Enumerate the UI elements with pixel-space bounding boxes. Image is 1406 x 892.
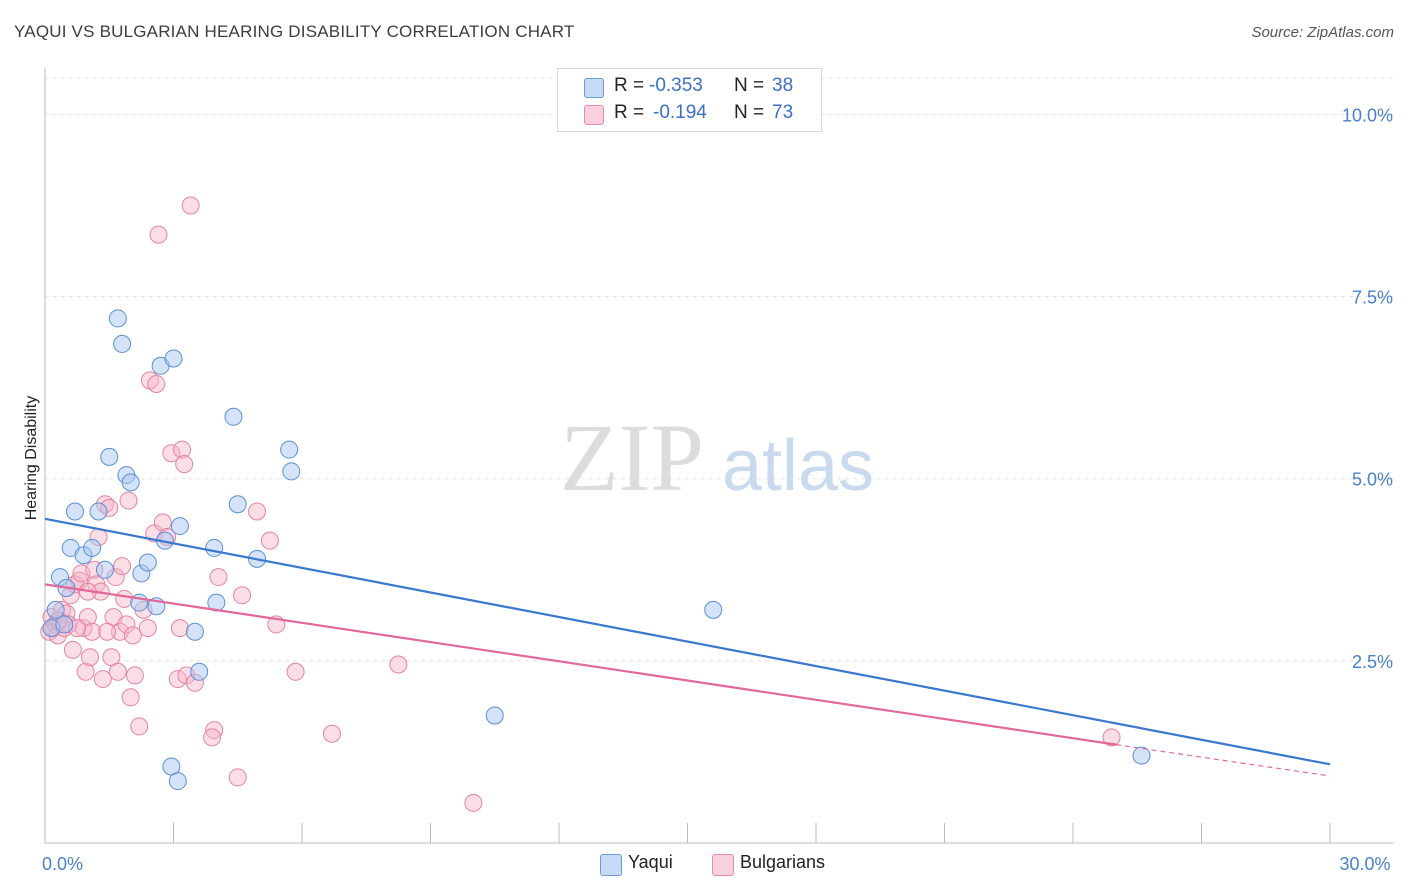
bulgarians-point [78, 608, 97, 627]
tick-labels: 2.5% 5.0% 7.5% 10.0% 0.0% 30.0% [42, 105, 1393, 874]
bulgarians-point [464, 793, 483, 812]
bulgarians-point [63, 640, 82, 659]
yaqui-point [138, 553, 157, 572]
legend-r-label: R = [614, 102, 645, 123]
y-tick-label: 2.5% [1352, 652, 1393, 672]
chart-title: YAQUI VS BULGARIAN HEARING DISABILITY CO… [14, 22, 575, 41]
bulgarians-point [113, 557, 132, 576]
bulgarians-point [248, 502, 267, 521]
source-label: Source: ZipAtlas.com [1251, 24, 1394, 41]
bulgarians-point [149, 225, 168, 244]
trend-lines [44, 517, 1331, 777]
bulgarians-point [83, 622, 102, 641]
bulgarians-point [286, 662, 305, 681]
bulgarians-point [170, 619, 189, 638]
yaqui-point [100, 447, 119, 466]
y-tick-label: 5.0% [1352, 470, 1393, 490]
legend-n-label: N = [734, 75, 765, 96]
bulgarians-point [115, 589, 134, 608]
bulgarians-point [1102, 728, 1121, 747]
yaqui-point [113, 334, 132, 353]
bulgarians-point [108, 662, 127, 681]
bulgarians-point [175, 455, 194, 474]
yaqui-trend-line [44, 517, 1331, 766]
bulgarians-point [125, 666, 144, 685]
bulgarians-point [80, 648, 99, 667]
yaqui-point [205, 538, 224, 557]
bulgarians-trend-extension [1115, 744, 1331, 777]
x-tick-label: 30.0% [1339, 854, 1390, 874]
yaqui-point [95, 560, 114, 579]
yaqui-point [121, 473, 140, 492]
legend-swatch-bulgarians [584, 105, 604, 125]
bulgarians-point [98, 622, 117, 641]
yaqui-point [280, 440, 299, 459]
yaqui-point [89, 502, 108, 521]
yaqui-point [190, 662, 209, 681]
bulgarians-point [233, 586, 252, 605]
bottom-legend-label-yaqui: Yaqui [628, 852, 673, 872]
legend-swatch-yaqui [584, 78, 604, 98]
bulgarians-point [162, 444, 181, 463]
yaqui-point [164, 349, 183, 368]
bulgarians-point [130, 717, 149, 736]
bulgarians-point [173, 440, 192, 459]
bulgarians-point [121, 688, 140, 707]
bottom-legend-swatch-bulgarians [712, 854, 734, 876]
bulgarians-point [209, 568, 228, 587]
yaqui-point [228, 495, 247, 514]
yaqui-point [65, 502, 84, 521]
bulgarians-point [138, 619, 157, 638]
legend-r-value: -0.194 [653, 102, 707, 123]
yaqui-point [185, 622, 204, 641]
bulgarians-point [117, 615, 136, 634]
yaqui-point [170, 517, 189, 536]
bulgarians-point [123, 626, 142, 645]
bulgarians-point [147, 375, 166, 393]
y-tick-label: 10.0% [1342, 105, 1393, 125]
bulgarians-point [228, 768, 247, 787]
yaqui-point [168, 772, 187, 791]
bulgarians-point [260, 531, 279, 550]
yaqui-point [46, 600, 65, 619]
watermark: ZIP atlas [560, 404, 874, 511]
bulgarians-trend-line [44, 583, 1116, 746]
yaqui-point [485, 706, 504, 725]
yaqui-point [108, 309, 127, 328]
yaqui-points [42, 309, 1151, 791]
axes [44, 68, 1393, 844]
bulgarians-point [322, 724, 341, 743]
grid-lines [45, 77, 1395, 662]
bulgarians-point [76, 662, 95, 681]
y-axis-label: Hearing Disability [23, 396, 40, 521]
bulgarians-point [389, 655, 408, 674]
bulgarians-point [153, 513, 172, 532]
bulgarians-point [205, 721, 224, 740]
bulgarians-point [119, 491, 138, 510]
bottom-legend-label-bulgarians: Bulgarians [740, 852, 826, 872]
watermark-zip: ZIP [560, 404, 704, 511]
watermark-atlas: atlas [722, 426, 874, 506]
legend-n-value: 73 [772, 102, 794, 123]
yaqui-point [55, 615, 74, 634]
bulgarians-point [181, 196, 200, 215]
yaqui-point [83, 538, 102, 557]
bottom-legend-swatch-yaqui [600, 854, 622, 876]
yaqui-point [1132, 746, 1151, 765]
bulgarians-point [93, 670, 112, 689]
correlation-legend: R = -0.353 N = 38 R = -0.194 N = 73 [557, 68, 822, 132]
legend-n-label: N = [734, 102, 765, 123]
y-tick-label: 7.5% [1352, 288, 1393, 308]
legend-n-value: 38 [772, 75, 794, 96]
x-tick-label: 0.0% [42, 854, 83, 874]
legend-r-value: -0.353 [649, 75, 703, 96]
bulgarians-point [203, 728, 222, 747]
yaqui-point [282, 462, 301, 481]
legend-r-label: R = [614, 75, 645, 96]
yaqui-point [224, 407, 243, 426]
yaqui-point [704, 600, 723, 619]
